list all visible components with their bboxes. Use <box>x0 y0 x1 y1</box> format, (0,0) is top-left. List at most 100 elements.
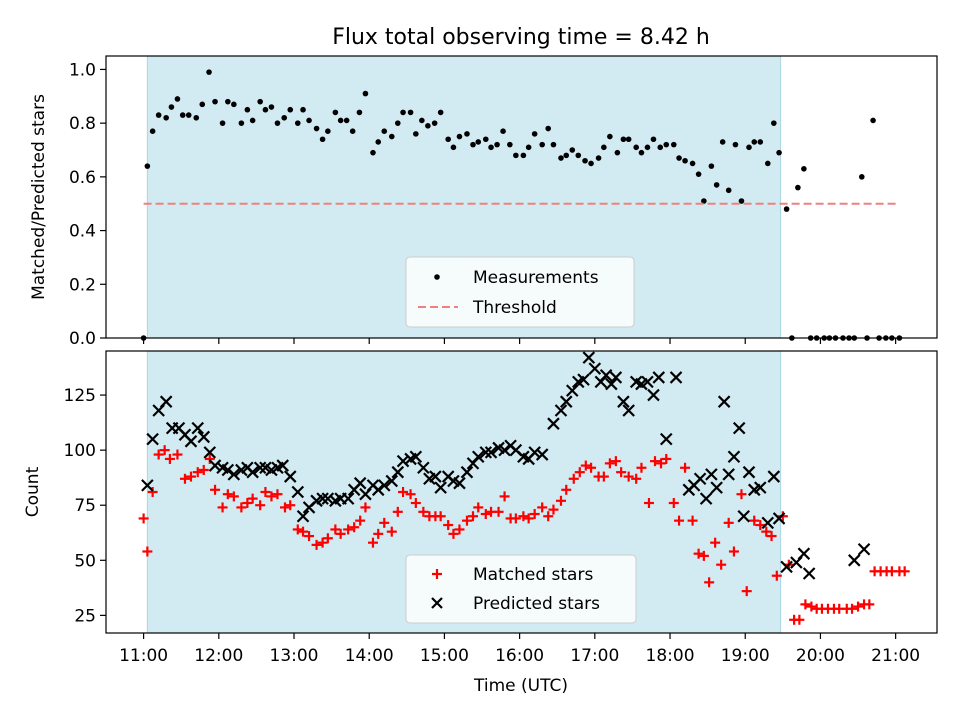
predicted-star-marker <box>577 373 590 386</box>
matched-star-marker <box>710 537 721 548</box>
matched-star-marker <box>210 484 221 495</box>
matched-star-marker <box>360 502 371 513</box>
matched-star-marker <box>172 449 183 460</box>
predicted-star-marker <box>385 474 399 488</box>
predicted-star-marker <box>484 446 498 459</box>
predicted-star-marker <box>453 476 466 490</box>
measurement-point <box>294 120 301 126</box>
matched-star-marker <box>311 539 322 550</box>
measurement-point <box>407 109 414 116</box>
measurement-point <box>670 141 677 148</box>
predicted-star-marker <box>617 395 630 408</box>
predicted-star-marker <box>547 417 560 430</box>
predicted-star-marker <box>321 492 335 505</box>
matched-star-marker <box>580 460 591 471</box>
measurement-point <box>206 69 212 75</box>
measurement-point <box>488 144 494 151</box>
matched-star-marker <box>222 489 233 500</box>
matched-star-marker <box>636 462 647 473</box>
matched-star-marker <box>610 456 621 467</box>
predicted-star-marker <box>479 446 493 459</box>
measurement-point <box>394 120 401 126</box>
predicted-star-marker <box>159 395 173 408</box>
matched-star-marker <box>392 506 403 517</box>
measurement-point <box>375 139 382 145</box>
predicted-star-marker <box>767 470 781 483</box>
measurement-point <box>419 117 425 124</box>
matched-star-marker <box>398 487 409 497</box>
matched-star-marker <box>728 546 739 557</box>
matched-star-marker <box>373 528 384 539</box>
measurement-point <box>757 139 764 145</box>
predicted-star-marker <box>371 483 385 497</box>
top-legend: Measurements Threshold <box>405 256 635 328</box>
measurement-point <box>620 136 627 143</box>
matched-star-marker <box>899 566 910 577</box>
measurement-point <box>388 133 395 140</box>
matched-star-marker <box>279 502 290 513</box>
predicted-star-marker <box>253 461 267 475</box>
x-tick-label: 19:00 <box>721 646 770 666</box>
matched-star-marker <box>543 511 554 522</box>
predicted-star-marker <box>316 492 329 505</box>
matched-star-marker <box>800 599 811 610</box>
measurement-point <box>795 184 801 191</box>
matched-stars-points <box>138 445 910 625</box>
x-tick-label: 21:00 <box>871 646 920 666</box>
matched-star-marker <box>242 498 253 509</box>
bottom-panel: 25 50 75 100 125 11:00 12:00 13:00 14:00 15:00 16… <box>23 350 938 696</box>
bottom-legend: Matched stars Predicted stars <box>405 554 637 624</box>
matched-star-marker <box>698 550 709 561</box>
bottom-axes-frame <box>105 350 938 634</box>
matched-star-marker <box>548 504 559 515</box>
predicted-star-marker <box>622 404 635 417</box>
measurement-point <box>708 163 715 169</box>
measurement-point <box>713 182 720 188</box>
predicted-star-marker <box>535 448 549 461</box>
y-tick-label: 0.4 <box>69 222 96 242</box>
x-tick-label: 15:00 <box>420 646 469 666</box>
predicted-star-marker <box>227 468 241 481</box>
measurement-point <box>545 125 551 132</box>
measurement-point <box>732 141 739 148</box>
measurement-point <box>325 128 331 134</box>
matched-star-marker <box>142 546 153 557</box>
measurement-point <box>262 106 269 113</box>
matched-star-marker <box>766 531 777 542</box>
measurement-point <box>343 117 350 124</box>
measurement-point <box>738 198 745 204</box>
predicted-star-marker <box>559 395 573 408</box>
matched-star-marker <box>680 462 691 473</box>
matched-star-marker <box>228 491 239 502</box>
predicted-star-marker <box>341 492 355 505</box>
predicted-star-marker <box>208 459 222 472</box>
measurement-point <box>337 117 344 124</box>
measurement-point <box>225 98 231 105</box>
measurement-point <box>701 198 707 204</box>
legend-matched-label: Matched stars <box>473 565 593 585</box>
top-axes-frame <box>105 55 938 339</box>
y-tick-label: 50 <box>74 551 96 571</box>
measurement-point <box>244 106 251 113</box>
measurement-point <box>614 149 621 156</box>
predicted-star-marker <box>276 459 290 472</box>
measurement-point <box>520 152 527 159</box>
y-tick-label: 100 <box>64 441 96 461</box>
measurement-point <box>725 187 732 194</box>
measurement-point <box>425 123 431 129</box>
matched-star-marker <box>668 498 679 509</box>
measurement-point <box>370 149 376 156</box>
predicted-star-marker <box>710 481 723 494</box>
matched-star-marker <box>687 515 698 526</box>
matched-star-marker <box>499 491 510 502</box>
measurement-point <box>456 133 463 140</box>
matched-star-marker <box>138 513 149 524</box>
x-axis-label: Time (UTC) <box>473 676 568 696</box>
matched-star-marker <box>574 467 585 478</box>
measurement-point <box>168 104 175 110</box>
legend-measurements-marker <box>434 274 440 280</box>
measurement-point <box>650 136 657 143</box>
matched-star-marker <box>435 511 446 522</box>
matched-star-marker <box>164 453 175 464</box>
matched-star-marker <box>661 453 672 464</box>
